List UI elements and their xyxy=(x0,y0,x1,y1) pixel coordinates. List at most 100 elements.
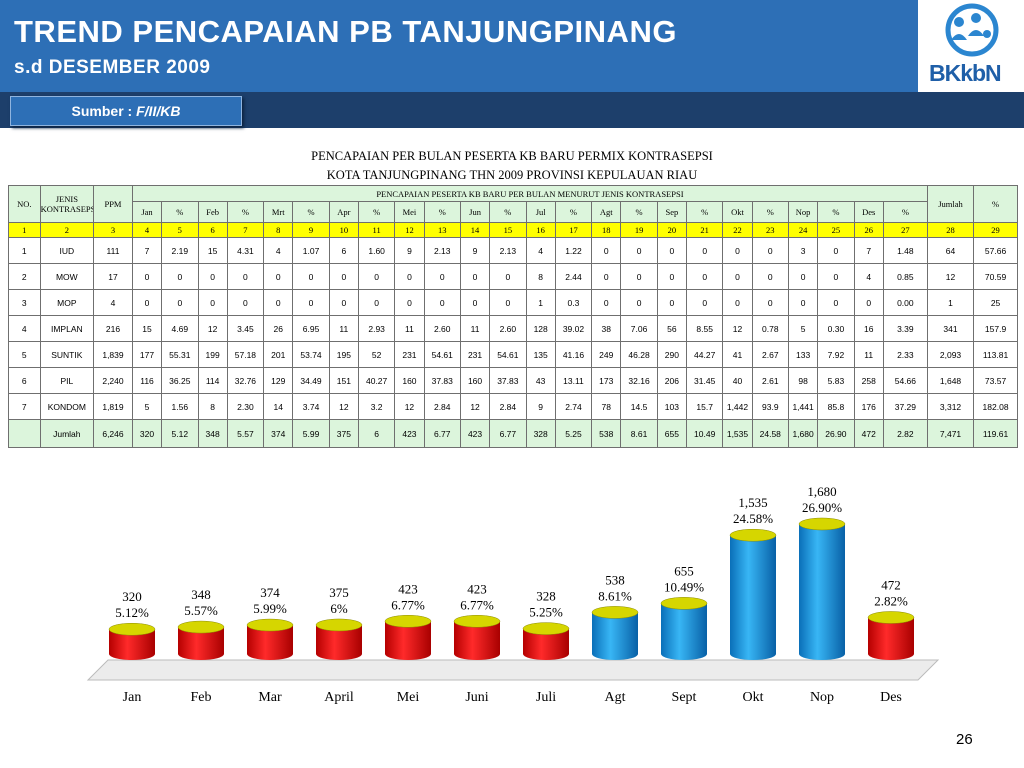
table-cell: 0 xyxy=(751,237,790,264)
value-label: 538 xyxy=(605,572,625,587)
total-cell: 119.61 xyxy=(973,419,1018,448)
pct-label: 5.57% xyxy=(184,603,218,618)
pct-label: 26.90% xyxy=(802,500,842,515)
total-cell: 374 xyxy=(263,419,294,448)
table-cell: 12 xyxy=(394,393,425,420)
table-cell: 2.44 xyxy=(554,263,593,290)
table-cell: 57.66 xyxy=(973,237,1018,264)
page-subtitle: s.d DESEMBER 2009 xyxy=(14,57,211,78)
bar-top-Agt xyxy=(591,606,639,619)
pct-header-11: % xyxy=(882,201,928,223)
table-cell: IUD xyxy=(39,237,95,264)
table-cell: 160 xyxy=(394,367,425,394)
table-cell: 0 xyxy=(788,289,819,316)
table-cell: 56 xyxy=(656,315,687,342)
table-cell: 176 xyxy=(853,393,884,420)
total-cell: Jumlah xyxy=(39,419,95,448)
table-cell: 2.13 xyxy=(423,237,461,264)
table-cell: 46.28 xyxy=(620,341,658,368)
table-cell: 0 xyxy=(817,289,855,316)
value-label: 374 xyxy=(260,585,280,600)
column-number-row: 1 2 3 4 5 6 7 8 9 10 11 12 13 14 15 16 17 18 19 20 21 22 23 24 2… xyxy=(8,222,1018,238)
table-cell: 0 xyxy=(328,263,359,290)
table-cell: 0 xyxy=(685,263,724,290)
pct-header-4: % xyxy=(423,201,461,223)
table-cell: 14 xyxy=(263,393,294,420)
table-cell: 5.83 xyxy=(817,367,855,394)
table-cell: 32.16 xyxy=(620,367,658,394)
table-cell: 52 xyxy=(357,341,396,368)
table-cell: 3.74 xyxy=(292,393,330,420)
bar-Okt xyxy=(730,535,776,660)
table-cell: 0 xyxy=(197,263,228,290)
table-caption-1: PENCAPAIAN PER BULAN PESERTA KB BARU PER… xyxy=(311,149,713,163)
table-cell: 0 xyxy=(131,289,163,316)
table-cell: 0 xyxy=(197,289,228,316)
table-cell: 182.08 xyxy=(973,393,1018,420)
bkkbn-logo: BKkbN xyxy=(921,0,1024,92)
col-number-26: 26 xyxy=(853,222,884,238)
bar-top-Jan xyxy=(108,622,156,636)
x-tick-label: Feb xyxy=(190,690,212,705)
x-tick-label: Mar xyxy=(258,690,282,705)
table-row: 1 IUD 111 7 2.19 15 4.31 4 1.07 6 1.60 9 2.13 9 2.13 4 1… xyxy=(8,237,1018,264)
table-cell: 0 xyxy=(685,237,724,264)
col-number-2: 2 xyxy=(39,222,95,238)
table-cell: 2.61 xyxy=(751,367,790,394)
total-cell: 538 xyxy=(591,419,622,448)
table-cell: 0 xyxy=(620,289,658,316)
table-cell: 103 xyxy=(656,393,687,420)
table-cell: 4 xyxy=(93,289,133,316)
table-cell: 0 xyxy=(263,289,294,316)
table-cell: 2.84 xyxy=(423,393,461,420)
total-cell: 348 xyxy=(197,419,228,448)
table-cell: 177 xyxy=(131,341,163,368)
table-cell: 0 xyxy=(357,263,396,290)
table-cell: 98 xyxy=(788,367,819,394)
table-cell: 12 xyxy=(197,315,228,342)
x-tick-label: Juni xyxy=(465,690,489,705)
table-cell: 7.06 xyxy=(620,315,658,342)
bar-top-Okt xyxy=(729,528,777,542)
bar-Des xyxy=(868,617,914,660)
col-number-8: 8 xyxy=(263,222,294,238)
table-cell: 17 xyxy=(93,263,133,290)
total-cell: 375 xyxy=(328,419,359,448)
table-cell: 0 xyxy=(459,263,491,290)
table-row: 7 KONDOM 1,819 5 1.56 8 2.30 14 3.74 12 3.2 12 2.84 1… xyxy=(8,393,1018,420)
logo-text: BKkbN xyxy=(929,60,1002,86)
table-cell: 157.9 xyxy=(973,315,1018,342)
table-cell: 70.59 xyxy=(973,263,1018,290)
table-cell: 40.27 xyxy=(357,367,396,394)
col-jenis-label: JENIS KONTRASEPSI xyxy=(40,194,94,214)
table-cell: 160 xyxy=(459,367,491,394)
total-cell: 6.77 xyxy=(423,419,461,448)
source-box: Sumber : F/II/KB xyxy=(10,96,242,126)
table-cell: 43 xyxy=(525,367,556,394)
table-cell: 11 xyxy=(328,315,359,342)
table-cell: 32.76 xyxy=(226,367,265,394)
table-cell: 16 xyxy=(853,315,884,342)
table-cell: 0 xyxy=(722,237,753,264)
table-cell: 3 xyxy=(8,289,41,316)
bar-Mei xyxy=(385,621,431,660)
bar-Agt xyxy=(592,612,638,660)
table-cell: 2.19 xyxy=(161,237,199,264)
table-cell: 9 xyxy=(459,237,491,264)
table-cell: 0 xyxy=(751,263,790,290)
col-number-4: 4 xyxy=(131,222,163,238)
bar-top-Feb xyxy=(177,620,225,634)
col-number-17: 17 xyxy=(554,222,593,238)
table-row: 2 MOW 17 0 0 0 0 0 0 0 0 0 0 0 0 8 2.44 0 0 0 0 0 0 0 0 4 0.85 12 70… xyxy=(8,263,1018,290)
bar-top-Sept xyxy=(660,597,708,610)
x-tick-label: Agt xyxy=(604,690,626,705)
table-cell: 15.7 xyxy=(685,393,724,420)
value-label: 1,680 xyxy=(807,484,836,499)
table-cell: 128 xyxy=(525,315,556,342)
table-cell: 0 xyxy=(161,263,199,290)
bar-top-Juli xyxy=(522,622,570,635)
bar-Mar xyxy=(247,625,293,660)
value-label: 423 xyxy=(467,581,487,596)
table-cell: 64 xyxy=(926,237,975,264)
